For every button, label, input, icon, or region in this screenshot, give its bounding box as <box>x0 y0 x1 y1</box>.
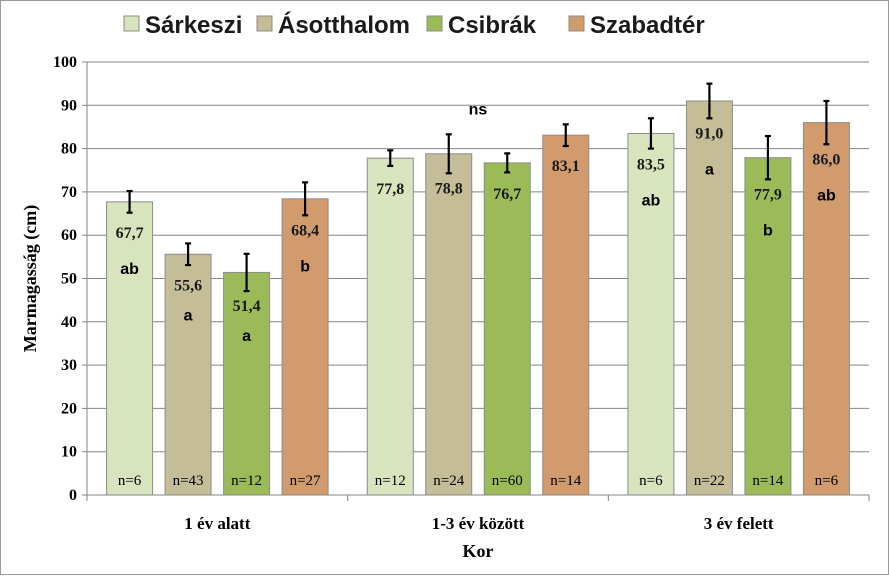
bar-group: 68,4 b n=27 <box>281 181 329 496</box>
data-label: 76,7 <box>493 186 521 203</box>
y-tick-label: 70 <box>61 184 77 201</box>
data-label: 78,8 <box>435 180 463 197</box>
legend-item: Szabadtér <box>568 12 705 39</box>
legend-swatch <box>256 15 273 32</box>
sample-size-label: n=43 <box>173 473 204 489</box>
y-axis: 0 10 20 30 40 50 60 70 80 90 100 <box>53 54 88 504</box>
y-tick-label: 0 <box>69 487 77 504</box>
y-tick-label: 10 <box>61 444 77 461</box>
data-label: 86,0 <box>812 151 840 168</box>
data-label: 91,0 <box>695 125 723 142</box>
bar-group: 78,8 n=24 <box>425 133 473 496</box>
bar-group: 67,7 ab n=6 <box>106 189 154 496</box>
data-label: 83,5 <box>637 156 665 173</box>
legend-item: Csibrák <box>426 12 537 39</box>
bar-group: 86,0 ab n=6 <box>802 99 850 496</box>
bar <box>106 201 154 496</box>
legend-item: Sárkeszi <box>123 12 242 39</box>
y-axis-title: Marmagasság (cm) <box>20 205 41 352</box>
y-tick-label: 50 <box>61 271 77 288</box>
sample-size-label: n=14 <box>550 473 581 489</box>
significance-letter: b <box>763 222 773 239</box>
group-annotation: ns <box>469 101 488 118</box>
sample-size-label: n=12 <box>375 473 406 489</box>
sample-size-label: n=6 <box>639 473 663 489</box>
x-axis: 1 év alatt 1-3 év között 3 év felett <box>86 494 870 533</box>
significance-letter: ab <box>120 261 139 278</box>
data-label: 83,1 <box>552 158 580 175</box>
bar-group: 51,4 a n=12 <box>223 252 271 496</box>
y-tick-label: 20 <box>61 400 77 417</box>
y-tick-label: 100 <box>53 54 77 71</box>
bar <box>685 100 733 496</box>
y-tick-label: 80 <box>61 141 77 158</box>
legend-swatch <box>123 15 140 32</box>
legend-item: Ásotthalom <box>256 11 410 39</box>
legend-swatch <box>426 15 443 32</box>
significance-letter: ab <box>817 187 836 204</box>
x-category-label: 1 év alatt <box>184 514 250 533</box>
legend-label: Csibrák <box>448 12 537 39</box>
bar-group: 91,0 a n=22 <box>685 82 733 496</box>
bar-group: 76,7 n=60 <box>483 152 531 496</box>
x-category-label: 1-3 év között <box>432 514 525 533</box>
bar <box>425 153 473 496</box>
bar-group: 83,5 ab n=6 <box>627 117 675 496</box>
sample-size-label: n=12 <box>231 473 262 489</box>
sample-size-label: n=60 <box>492 473 523 489</box>
data-label: 68,4 <box>291 222 319 239</box>
y-tick-label: 60 <box>61 227 77 244</box>
y-tick-label: 90 <box>61 97 77 114</box>
bar <box>483 162 531 496</box>
bar <box>366 157 414 496</box>
bar <box>744 157 792 496</box>
legend-label: Sárkeszi <box>145 12 242 39</box>
sample-size-label: n=27 <box>290 473 321 489</box>
bar <box>627 132 675 496</box>
bar <box>223 271 271 496</box>
y-tick-label: 40 <box>61 314 77 331</box>
legend: Sárkeszi Ásotthalom Csibrák Szabadtér <box>123 11 705 39</box>
x-category-label: 3 év felett <box>704 514 774 533</box>
data-label: 77,9 <box>754 186 782 203</box>
significance-letter: ab <box>642 192 661 209</box>
significance-letter: a <box>242 328 251 345</box>
data-label: 51,4 <box>233 298 261 315</box>
bars: 67,7abn=655,6an=4351,4an=1268,4bn=2777,8… <box>106 82 850 496</box>
sample-size-label: n=6 <box>118 473 142 489</box>
significance-letter: a <box>705 161 714 178</box>
bar-group: 77,8 n=12 <box>366 149 414 496</box>
bar-group: 55,6 a n=43 <box>164 242 212 496</box>
data-label: 77,8 <box>376 181 404 198</box>
bar <box>802 122 850 496</box>
sample-size-label: n=24 <box>433 473 464 489</box>
sample-size-label: n=22 <box>694 473 725 489</box>
gridlines <box>87 61 869 496</box>
bar-group: 77,9 b n=14 <box>744 134 792 496</box>
legend-label: Szabadtér <box>590 12 705 39</box>
sample-size-label: n=6 <box>815 473 839 489</box>
sample-size-label: n=14 <box>752 473 783 489</box>
significance-letter: a <box>184 307 193 324</box>
bar-group: 83,1 n=14 <box>542 123 590 496</box>
x-axis-title: Kor <box>463 541 494 561</box>
bar <box>281 198 329 496</box>
legend-swatch <box>568 15 585 32</box>
data-label: 55,6 <box>174 277 202 294</box>
y-tick-label: 30 <box>61 357 77 374</box>
bar <box>542 134 590 496</box>
significance-letter: b <box>300 258 310 275</box>
data-label: 67,7 <box>116 225 144 242</box>
legend-label: Ásotthalom <box>278 11 410 39</box>
